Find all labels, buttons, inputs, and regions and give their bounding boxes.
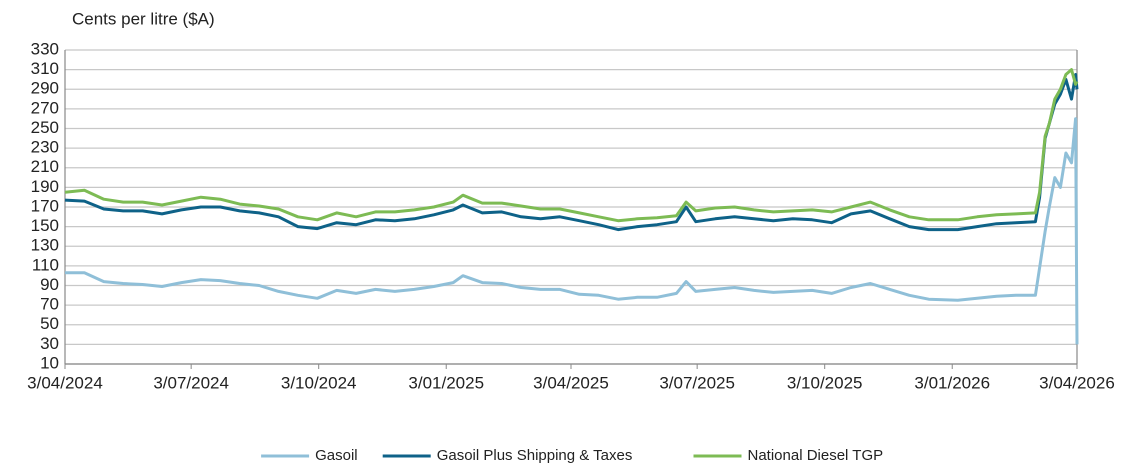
y-tick-label: 30 <box>40 334 59 353</box>
y-tick-label: 10 <box>40 353 59 372</box>
y-tick-label: 230 <box>31 138 59 157</box>
y-tick-label: 210 <box>31 157 59 176</box>
y-tick-label: 50 <box>40 314 59 333</box>
legend-label: Gasoil Plus Shipping & Taxes <box>437 447 633 464</box>
y-tick-label: 90 <box>40 275 59 294</box>
series-line <box>64 73 1079 232</box>
y-axis-label: Cents per litre ($A) <box>72 9 215 28</box>
y-tick-label: 70 <box>40 295 59 314</box>
legend-label: National Diesel TGP <box>748 447 884 464</box>
y-tick-label: 110 <box>32 255 59 274</box>
y-tick-label: 270 <box>31 98 59 117</box>
x-tick-label: 3/01/2026 <box>914 373 990 392</box>
x-tick-label: 3/04/2024 <box>27 373 103 392</box>
y-tick-label: 310 <box>31 59 59 78</box>
y-tick-label: 190 <box>31 177 59 196</box>
y-tick-label: 330 <box>31 39 59 58</box>
legend-label: Gasoil <box>315 447 358 464</box>
x-tick-label: 3/10/2025 <box>787 373 863 392</box>
y-tick-label: 290 <box>31 79 59 98</box>
series-line <box>64 68 1079 223</box>
y-tick-label: 130 <box>31 236 59 255</box>
y-tick-label: 250 <box>31 118 59 137</box>
y-tick-label: 150 <box>31 216 59 235</box>
x-tick-label: 3/04/2026 <box>1039 373 1115 392</box>
series-line <box>65 117 1079 345</box>
x-tick-label: 3/04/2025 <box>533 373 609 392</box>
x-tick-label: 3/07/2024 <box>153 373 229 392</box>
x-tick-label: 3/07/2025 <box>659 373 735 392</box>
x-tick-label: 3/10/2024 <box>281 373 357 392</box>
x-tick-label: 3/01/2025 <box>408 373 484 392</box>
y-tick-label: 170 <box>31 196 59 215</box>
